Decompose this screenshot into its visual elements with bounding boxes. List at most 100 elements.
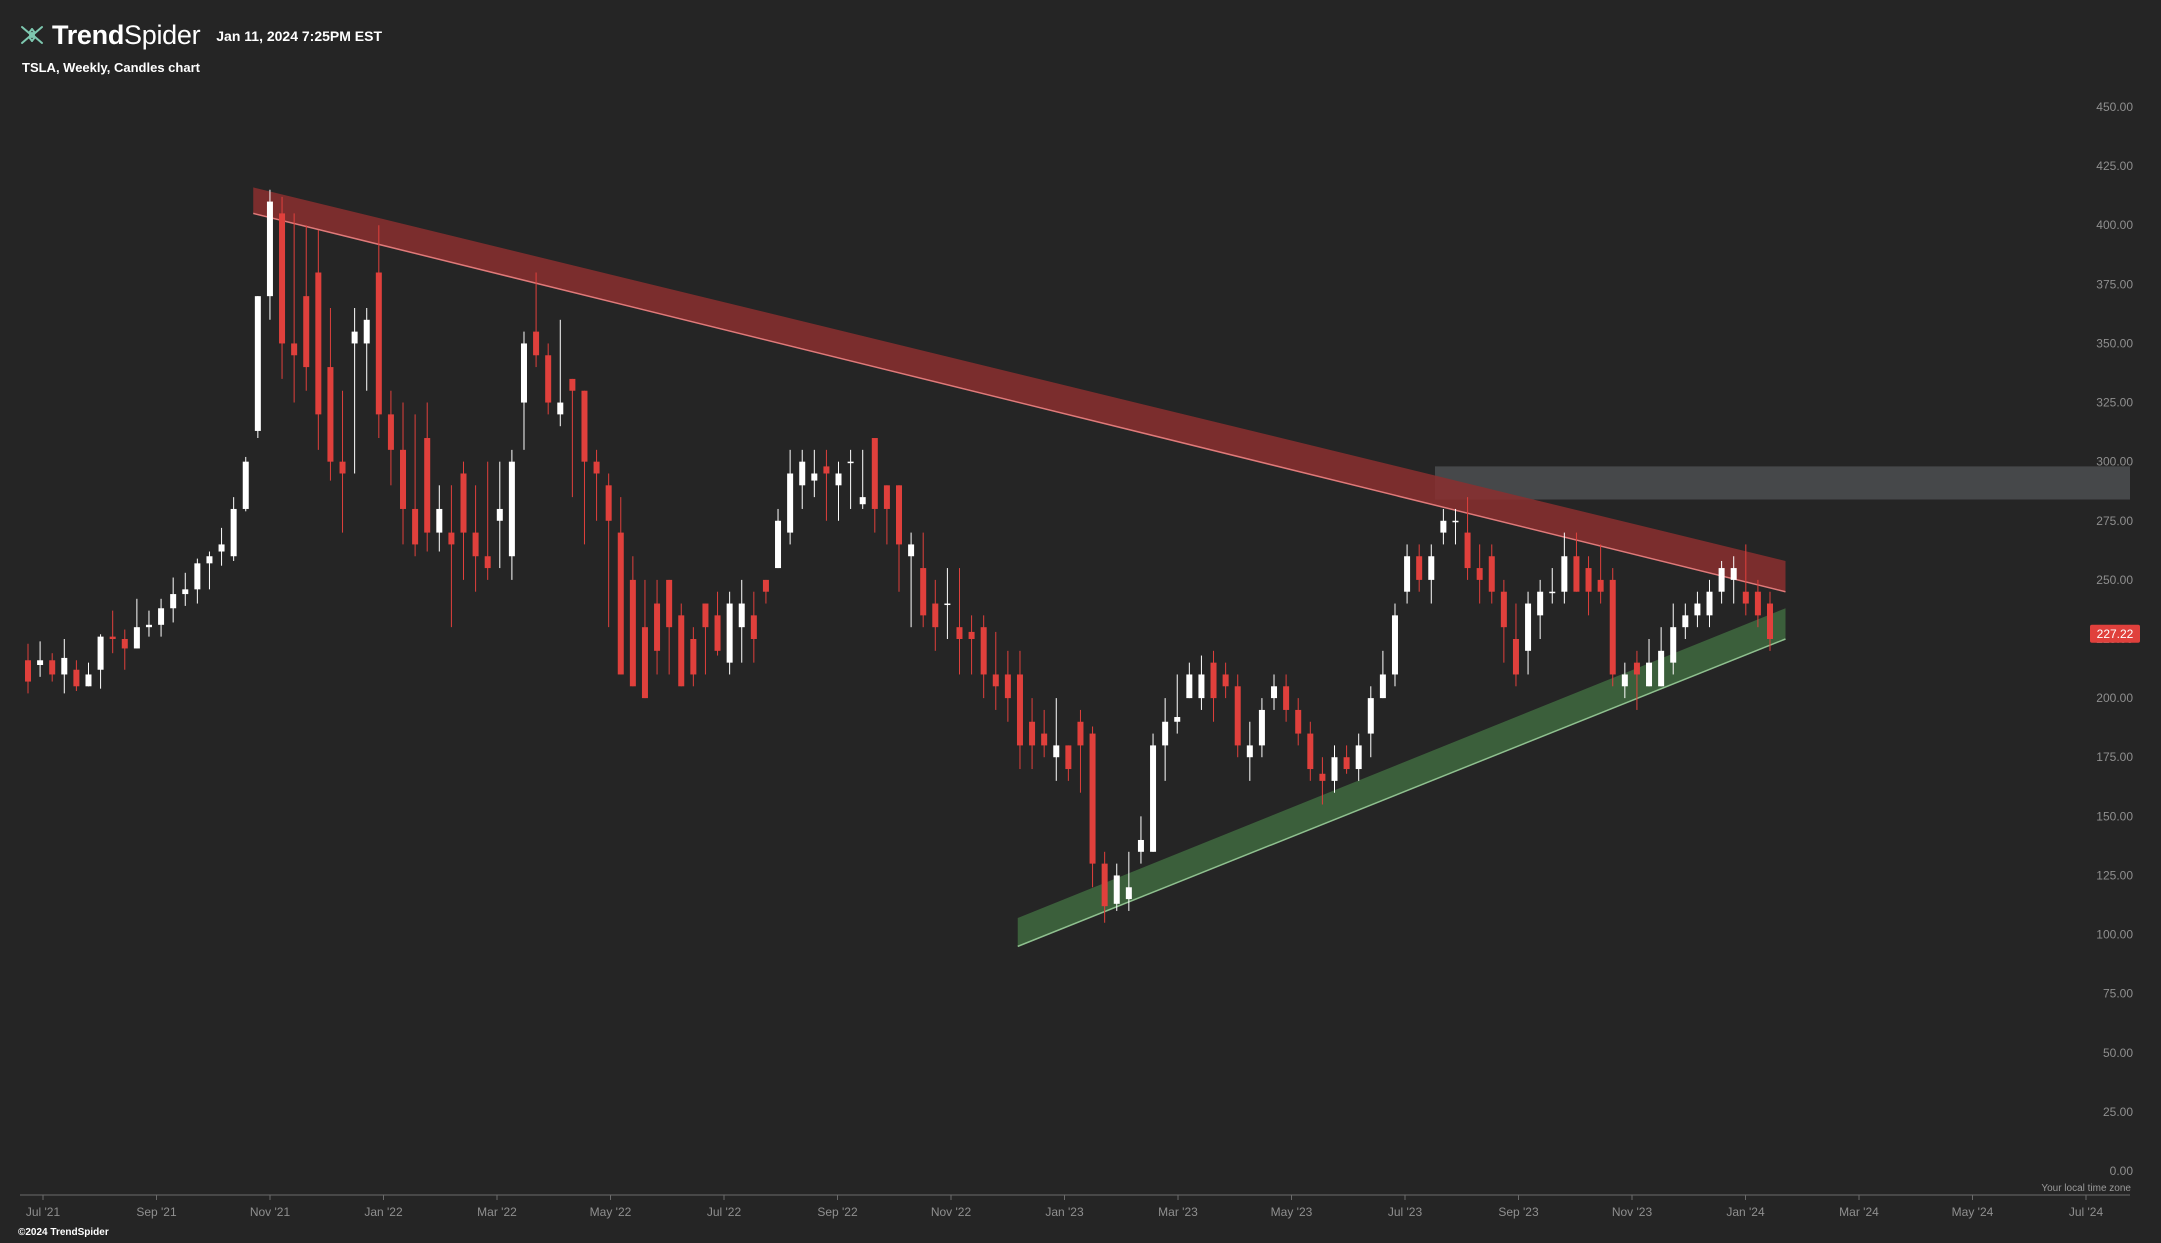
candle[interactable] [85, 662, 92, 687]
candle[interactable] [315, 229, 322, 450]
candle[interactable] [1089, 726, 1096, 888]
candle[interactable] [424, 402, 431, 552]
candle[interactable] [992, 631, 999, 710]
candle[interactable] [230, 497, 237, 561]
candle[interactable] [1186, 662, 1193, 699]
candle[interactable] [1077, 709, 1084, 793]
candle[interactable] [508, 449, 515, 580]
candle[interactable] [1464, 497, 1471, 580]
candle[interactable] [1113, 863, 1120, 911]
candle[interactable] [1319, 757, 1326, 805]
candle[interactable] [908, 532, 915, 628]
candle[interactable] [1428, 544, 1435, 604]
candle[interactable] [496, 461, 503, 569]
candle[interactable] [1718, 560, 1725, 604]
candle[interactable] [1029, 698, 1036, 770]
candle[interactable] [968, 615, 975, 675]
candle[interactable] [448, 485, 455, 628]
candle[interactable] [1355, 733, 1362, 781]
candle[interactable] [883, 485, 890, 545]
candle[interactable] [1488, 544, 1495, 604]
candle[interactable] [799, 449, 806, 509]
candle[interactable] [557, 319, 564, 427]
candle[interactable] [351, 307, 358, 474]
candle[interactable] [1416, 544, 1423, 592]
candle[interactable] [1004, 650, 1011, 722]
candle[interactable] [1767, 591, 1773, 651]
candle[interactable] [1137, 816, 1144, 864]
candle[interactable] [1271, 674, 1278, 710]
candle[interactable] [1500, 579, 1507, 663]
candle[interactable] [460, 461, 467, 580]
candle[interactable] [545, 343, 552, 415]
candle[interactable] [690, 627, 697, 687]
candle[interactable] [847, 449, 854, 509]
candle[interactable] [859, 449, 866, 509]
candle[interactable] [787, 449, 794, 545]
candle[interactable] [73, 660, 80, 692]
candle[interactable] [1754, 579, 1761, 628]
candle[interactable] [194, 558, 201, 604]
candle[interactable] [1682, 603, 1689, 639]
candle[interactable] [1162, 698, 1169, 781]
candle[interactable] [25, 643, 31, 694]
candle[interactable] [387, 390, 394, 486]
candle[interactable] [835, 461, 842, 521]
candle[interactable] [980, 615, 987, 699]
candle[interactable] [1283, 674, 1290, 722]
candle[interactable] [896, 485, 902, 592]
candle[interactable] [1234, 674, 1241, 758]
candle[interactable] [303, 225, 310, 391]
candle[interactable] [1222, 662, 1229, 699]
candle[interactable] [218, 527, 225, 566]
candle[interactable] [145, 610, 152, 637]
candle[interactable] [242, 456, 249, 512]
candle[interactable] [61, 639, 68, 694]
candle[interactable] [617, 497, 624, 675]
candle[interactable] [738, 579, 745, 663]
candle[interactable] [182, 572, 189, 606]
candle[interactable] [641, 579, 648, 699]
candle[interactable] [1150, 733, 1157, 852]
candle[interactable] [472, 485, 479, 592]
candle[interactable] [412, 414, 419, 557]
candle[interactable] [37, 641, 44, 677]
candle[interactable] [1379, 650, 1386, 699]
candle[interactable] [775, 508, 782, 569]
candle[interactable] [593, 449, 600, 521]
candle[interactable] [1525, 591, 1532, 675]
candle[interactable] [678, 603, 685, 687]
candle[interactable] [871, 438, 878, 533]
candle[interactable] [702, 603, 709, 675]
candle[interactable] [133, 598, 140, 649]
candle[interactable] [714, 591, 721, 656]
resistance-line[interactable] [253, 212, 1786, 593]
candle[interactable] [1198, 655, 1205, 710]
candle[interactable] [1125, 851, 1132, 911]
candle[interactable] [49, 653, 56, 682]
candle[interactable] [1452, 508, 1459, 545]
candle[interactable] [1633, 650, 1640, 710]
candle[interactable] [1210, 650, 1217, 722]
support-line[interactable] [1017, 638, 1786, 948]
candle[interactable] [605, 473, 612, 628]
candle[interactable] [1307, 721, 1314, 781]
candle[interactable] [944, 568, 951, 639]
candle[interactable] [1041, 709, 1048, 758]
candle[interactable] [291, 213, 298, 403]
candle[interactable] [956, 568, 963, 675]
candle[interactable] [121, 629, 128, 670]
candle[interactable] [1537, 579, 1544, 639]
candle[interactable] [1742, 544, 1749, 616]
candle[interactable] [1621, 662, 1628, 699]
candle[interactable] [1246, 721, 1253, 781]
candle[interactable] [1440, 508, 1447, 545]
candle[interactable] [1573, 532, 1580, 592]
candle[interactable] [726, 591, 733, 675]
candle[interactable] [811, 449, 818, 498]
candle[interactable] [1367, 686, 1374, 758]
candle[interactable] [436, 485, 443, 552]
candle[interactable] [1670, 603, 1677, 675]
candle[interactable] [170, 577, 177, 623]
